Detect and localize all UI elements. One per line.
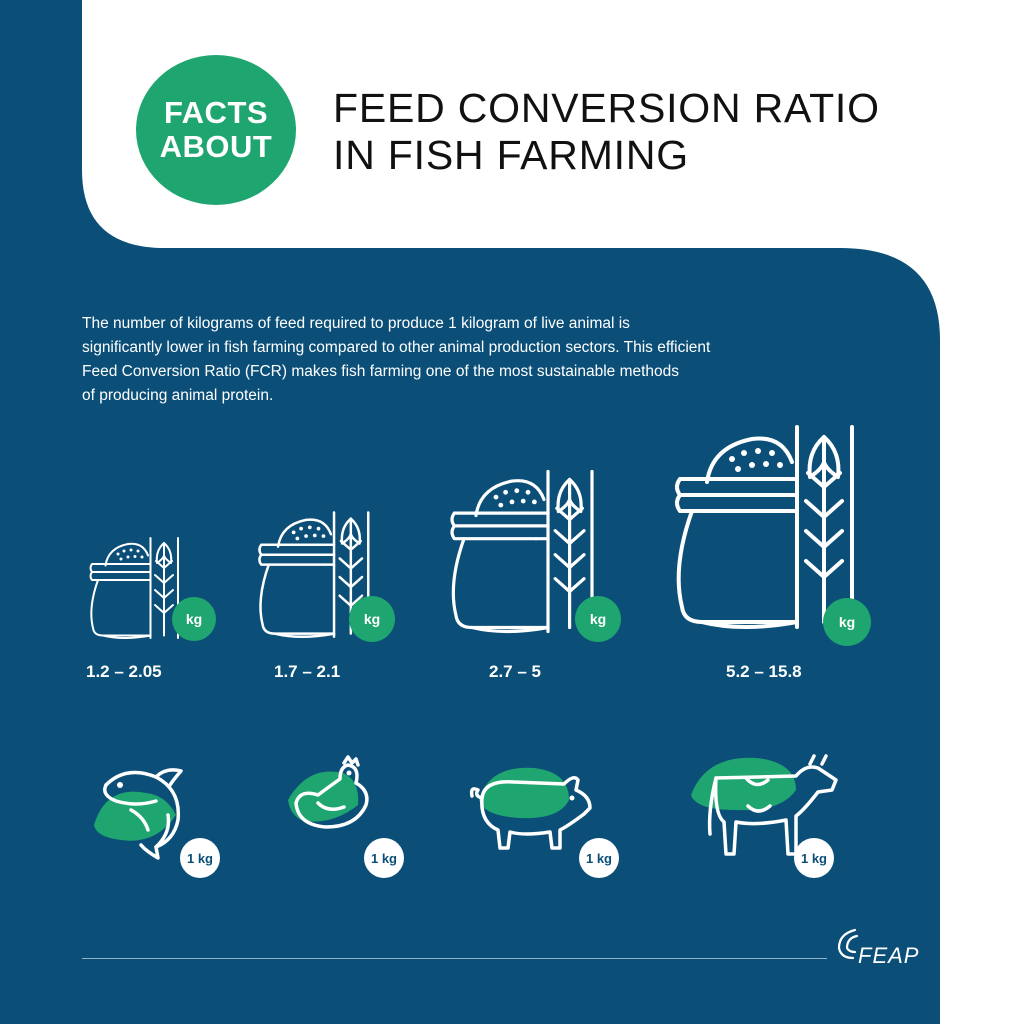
badge-line-2: ABOUT — [159, 129, 273, 164]
intro-line-1: The number of kilograms of feed required… — [82, 315, 630, 332]
intro-line-3: Feed Conversion Ratio (FCR) makes fish f… — [82, 363, 680, 380]
ratio-pig: 2.7 – 5 — [489, 662, 541, 681]
kg-badge-1: kg — [172, 597, 216, 641]
fish-icon — [94, 768, 183, 860]
title-line-1: FEED CONVERSION RATIO — [333, 85, 880, 131]
ratio-chicken: 1.7 – 2.1 — [274, 662, 341, 681]
intro-line-4: of producing animal protein. — [82, 387, 274, 404]
kg-badge-3: kg — [575, 596, 621, 642]
kg-badge-2: kg — [349, 596, 395, 642]
pig-icon — [469, 767, 592, 850]
output-badge-chicken: 1 kg — [364, 838, 404, 878]
page-title: FEED CONVERSION RATIO IN FISH FARMING — [333, 85, 880, 179]
feap-logo-mark — [837, 928, 859, 960]
badge-line-1: FACTS — [163, 95, 269, 130]
intro-paragraph: The number of kilograms of feed required… — [82, 312, 842, 408]
output-badge-cow: 1 kg — [794, 838, 834, 878]
intro-line-2: significantly lower in fish farming comp… — [82, 339, 711, 356]
feap-logo-text: FEAP — [858, 943, 920, 968]
ratio-cow: 5.2 – 15.8 — [726, 662, 802, 681]
output-badge-pig: 1 kg — [579, 838, 619, 878]
ratio-fish: 1.2 – 2.05 — [86, 662, 162, 681]
output-badge-fish: 1 kg — [180, 838, 220, 878]
kg-badge-4: kg — [823, 598, 871, 646]
cow-icon — [691, 754, 838, 856]
facts-about-badge: FACTS ABOUT — [136, 55, 296, 205]
footer-divider — [82, 958, 827, 959]
title-line-2: IN FISH FARMING — [333, 132, 689, 178]
chicken-icon — [288, 755, 369, 829]
